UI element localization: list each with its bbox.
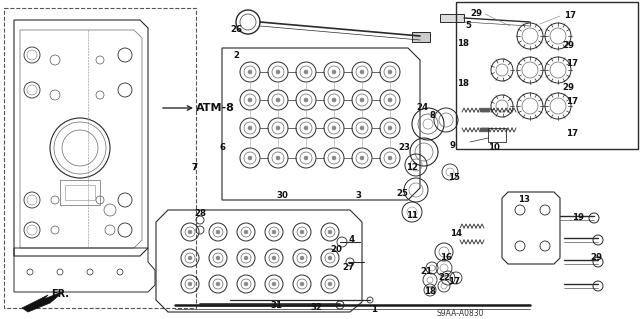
- Text: 15: 15: [448, 174, 460, 182]
- Text: 14: 14: [450, 229, 462, 239]
- Circle shape: [244, 230, 248, 234]
- Text: 21: 21: [420, 268, 432, 277]
- Text: 2: 2: [233, 51, 239, 61]
- Circle shape: [300, 282, 304, 286]
- Circle shape: [304, 156, 308, 160]
- Text: 32: 32: [310, 303, 322, 313]
- Circle shape: [328, 256, 332, 260]
- Text: 5: 5: [465, 21, 471, 31]
- Text: 31: 31: [270, 301, 282, 310]
- Bar: [488, 128, 506, 142]
- Circle shape: [276, 98, 280, 102]
- Text: 17: 17: [566, 98, 578, 107]
- Circle shape: [188, 282, 192, 286]
- Text: 9: 9: [449, 142, 455, 151]
- Bar: [60, 180, 100, 205]
- Text: 25: 25: [396, 189, 408, 198]
- Text: S9AA-A0830: S9AA-A0830: [436, 308, 484, 317]
- Text: 29: 29: [590, 254, 602, 263]
- Text: 17: 17: [566, 60, 578, 69]
- Text: 3: 3: [355, 191, 361, 201]
- Circle shape: [388, 70, 392, 74]
- Circle shape: [216, 230, 220, 234]
- Circle shape: [244, 256, 248, 260]
- Circle shape: [248, 126, 252, 130]
- Circle shape: [332, 70, 336, 74]
- Text: 22: 22: [438, 273, 450, 283]
- Circle shape: [300, 230, 304, 234]
- Text: 29: 29: [562, 84, 574, 93]
- Text: 17: 17: [564, 11, 576, 20]
- Text: 26: 26: [230, 26, 242, 34]
- Circle shape: [276, 126, 280, 130]
- Text: FR.: FR.: [51, 289, 69, 299]
- Circle shape: [360, 126, 364, 130]
- Text: 18: 18: [457, 79, 469, 88]
- Text: 4: 4: [349, 235, 355, 244]
- Circle shape: [248, 70, 252, 74]
- Text: 16: 16: [440, 254, 452, 263]
- Text: 17: 17: [566, 130, 578, 138]
- Text: 27: 27: [342, 263, 354, 272]
- Text: 8: 8: [429, 112, 435, 121]
- Bar: [65, 185, 95, 200]
- Text: 12: 12: [406, 164, 418, 173]
- Text: 13: 13: [518, 196, 530, 204]
- Circle shape: [216, 256, 220, 260]
- Text: 29: 29: [562, 41, 574, 50]
- Circle shape: [272, 282, 276, 286]
- Text: 20: 20: [330, 246, 342, 255]
- Text: 11: 11: [406, 211, 418, 220]
- Text: 18: 18: [457, 40, 469, 48]
- Text: 30: 30: [276, 191, 288, 201]
- Text: 7: 7: [191, 164, 197, 173]
- Circle shape: [272, 256, 276, 260]
- Circle shape: [248, 156, 252, 160]
- Circle shape: [328, 282, 332, 286]
- Polygon shape: [22, 292, 62, 312]
- Circle shape: [272, 230, 276, 234]
- Circle shape: [388, 126, 392, 130]
- Circle shape: [388, 98, 392, 102]
- Text: 17: 17: [448, 278, 460, 286]
- Circle shape: [304, 126, 308, 130]
- Circle shape: [300, 256, 304, 260]
- Text: 24: 24: [416, 103, 428, 113]
- Text: ATM-8: ATM-8: [196, 103, 234, 113]
- Circle shape: [244, 282, 248, 286]
- Circle shape: [332, 98, 336, 102]
- Circle shape: [276, 156, 280, 160]
- Circle shape: [188, 230, 192, 234]
- Circle shape: [216, 282, 220, 286]
- Circle shape: [304, 98, 308, 102]
- Circle shape: [388, 156, 392, 160]
- Circle shape: [360, 70, 364, 74]
- Text: 7: 7: [191, 164, 197, 173]
- Circle shape: [332, 126, 336, 130]
- Circle shape: [248, 98, 252, 102]
- Bar: [412, 32, 430, 42]
- Text: 23: 23: [398, 144, 410, 152]
- Bar: [456, 2, 638, 149]
- Circle shape: [304, 70, 308, 74]
- Text: 18: 18: [424, 287, 436, 296]
- Circle shape: [188, 256, 192, 260]
- Text: 1: 1: [371, 306, 377, 315]
- Circle shape: [332, 156, 336, 160]
- Text: 10: 10: [488, 144, 500, 152]
- Circle shape: [276, 70, 280, 74]
- Text: 19: 19: [572, 213, 584, 222]
- Bar: [4, 8, 196, 308]
- Text: 28: 28: [194, 210, 206, 219]
- Bar: [440, 14, 464, 22]
- Text: 29: 29: [470, 10, 482, 19]
- Circle shape: [360, 156, 364, 160]
- Text: 6: 6: [219, 144, 225, 152]
- Circle shape: [328, 230, 332, 234]
- Circle shape: [360, 98, 364, 102]
